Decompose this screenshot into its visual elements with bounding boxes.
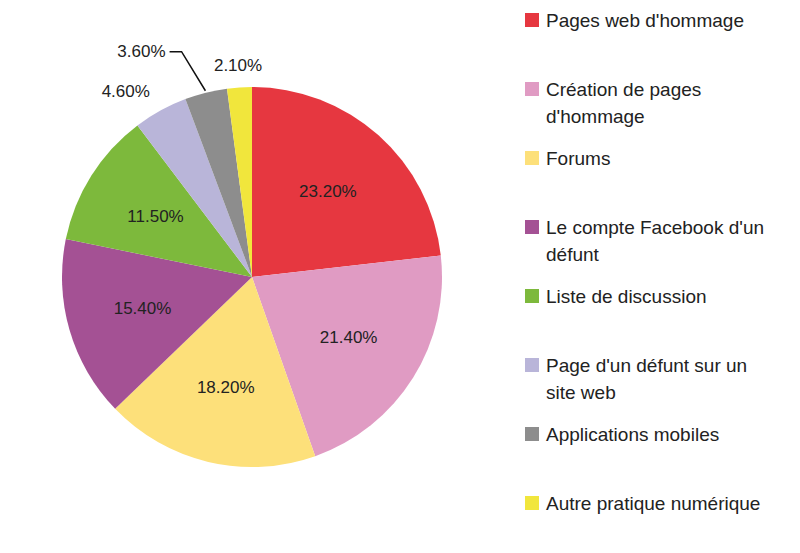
pie-slice — [252, 87, 441, 277]
legend-swatch — [525, 427, 539, 441]
legend-item: Page d'un défunt sur unsite web — [525, 355, 747, 403]
legend-swatch — [525, 82, 539, 96]
legend-label: Forums — [546, 148, 610, 169]
legend-swatch — [525, 289, 539, 303]
legend-label: Liste de discussion — [546, 286, 707, 307]
legend-item: Pages web d'hommage — [525, 10, 744, 31]
legend-swatch — [525, 220, 539, 234]
legend-swatch — [525, 358, 539, 372]
legend-swatch — [525, 151, 539, 165]
pie — [62, 87, 442, 467]
pie-slice — [227, 87, 252, 277]
legend-item: Autre pratique numérique — [525, 493, 760, 514]
data-label: 21.40% — [320, 328, 378, 347]
data-label: 4.60% — [102, 82, 150, 101]
legend-item: Forums — [525, 148, 610, 169]
legend-item: Création de pagesd'hommage — [525, 79, 701, 127]
data-label: 18.20% — [197, 378, 255, 397]
data-label: 11.50% — [127, 207, 183, 226]
data-label: 3.60% — [117, 42, 165, 61]
legend-swatch — [525, 496, 539, 510]
legend-item: Le compte Facebook d'undéfunt — [525, 217, 764, 265]
data-labels: 23.20% 21.40% 18.20% 15.40% 11.50% 4.60% 3.60%… — [102, 42, 378, 397]
chart: 23.20% 21.40% 18.20% 15.40% 11.50% 4.60% 3.60%… — [0, 0, 800, 553]
legend-item: Applications mobiles — [525, 424, 719, 445]
legend-label: Autre pratique numérique — [546, 493, 760, 514]
legend-label: Page d'un défunt sur unsite web — [546, 355, 747, 403]
data-label: 2.10% — [214, 56, 262, 75]
data-label: 15.40% — [114, 299, 172, 318]
legend: Pages web d'hommage Création de pagesd'ho… — [525, 10, 764, 514]
legend-item: Liste de discussion — [525, 286, 707, 307]
legend-label: Applications mobiles — [546, 424, 719, 445]
legend-label: Création de pagesd'hommage — [546, 79, 701, 127]
legend-swatch — [525, 13, 539, 27]
legend-label: Le compte Facebook d'undéfunt — [546, 217, 764, 265]
data-label: 23.20% — [299, 182, 357, 201]
legend-label: Pages web d'hommage — [546, 10, 744, 31]
leader-line — [170, 52, 206, 91]
